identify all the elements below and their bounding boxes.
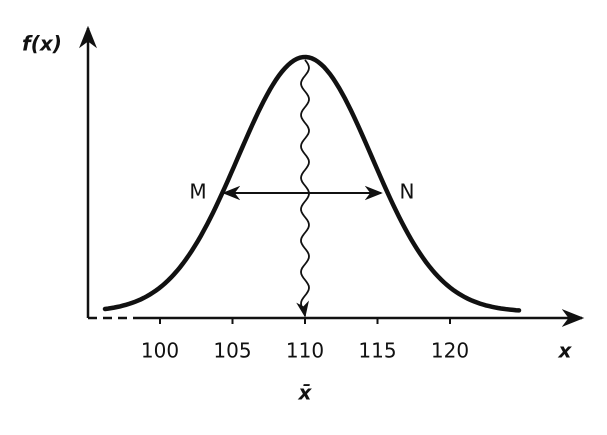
point-label: N: [400, 180, 415, 204]
tick-label: 110: [286, 339, 324, 363]
tick-label: 105: [213, 339, 251, 363]
x-axis-label: x: [558, 339, 573, 363]
tick-label: 100: [141, 339, 179, 363]
point-label: M: [189, 180, 206, 204]
y-axis-label: f(x): [22, 32, 62, 56]
tick-label: 120: [431, 339, 469, 363]
bell-curve: [102, 54, 522, 313]
mean-label: x̄: [298, 381, 313, 405]
tick-label: 115: [358, 339, 396, 363]
mean-arrow: [296, 59, 310, 318]
